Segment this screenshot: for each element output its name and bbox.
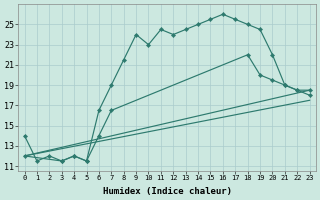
X-axis label: Humidex (Indice chaleur): Humidex (Indice chaleur) <box>103 187 232 196</box>
